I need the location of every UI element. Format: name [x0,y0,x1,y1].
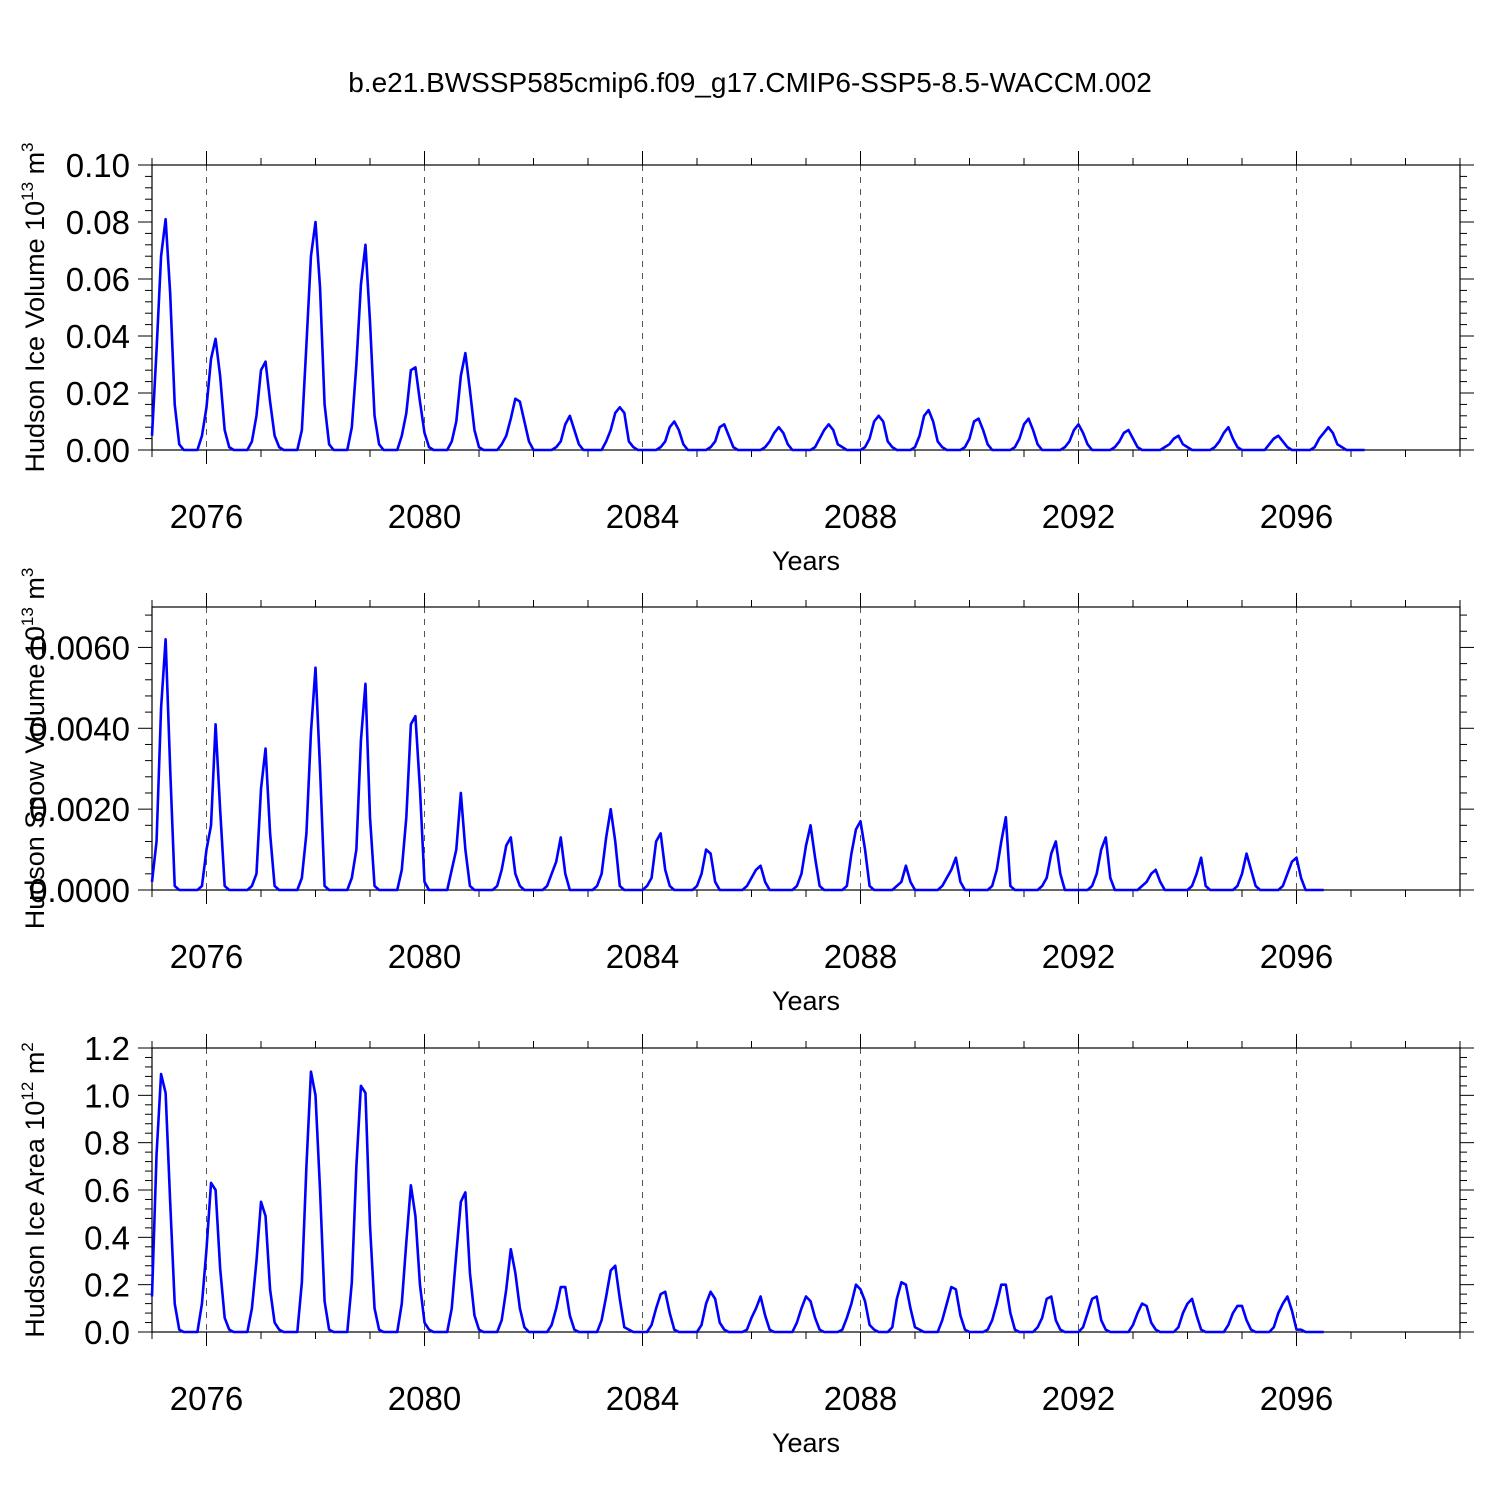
chart-1-y-axis-title-unit-exponent: 3 [18,142,37,151]
chart-3-x-tick-label: 2088 [824,1380,897,1417]
figure-title: b.e21.BWSSP585cmip6.f09_g17.CMIP6-SSP5-8… [348,67,1152,98]
chart-1-y-axis-title: Hudson Ice Volume 1013 m3 [18,142,50,472]
chart-3-y-axis-title-unit: m [20,1052,50,1082]
chart-2-y-axis-title-unit: m [20,577,50,607]
chart-1-x-axis-title: Years [772,546,840,576]
chart-2-x-tick-label: 2088 [824,938,897,975]
chart-1-y-tick-label: 0.00 [66,432,130,469]
chart-2-y-tick-label: 0.0060 [29,629,130,666]
chart-2-y-axis-title: Hudson Snow Volume 1013 m3 [18,568,50,930]
chart-2-x-tick-label: 2076 [170,938,243,975]
chart-2-frame [151,606,1461,891]
chart-1-x-tick-label: 2080 [388,498,461,535]
chart-2-y-axis-title-exponent: 13 [18,607,37,626]
chart-3-y-tick-label: 0.4 [84,1219,130,1256]
chart-3-x-tick-label: 2092 [1042,1380,1115,1417]
chart-3-x-tick-label: 2076 [170,1380,243,1417]
chart-2-y-tick-label: 0.0020 [29,791,130,828]
chart-1-x-tick-label: 2084 [606,498,679,535]
chart-1-series-line [150,217,1365,452]
chart-1-y-axis-title-exponent: 13 [18,182,37,201]
chart-3-y-tick-label: 0.8 [84,1125,130,1162]
chart-3-y-tick-label: 0.2 [84,1267,130,1304]
chart-1-y-tick-label: 0.06 [66,261,130,298]
chart-1-y-axis-title-text: Hudson Ice Volume 10 [20,201,50,473]
chart-2-y-tick-label: 0.0000 [29,872,130,909]
chart-3-y-axis-title-unit-exponent: 2 [18,1042,37,1051]
chart-2-x-tick-label: 2092 [1042,938,1115,975]
chart-1-y-tick-label: 0.02 [66,375,130,412]
chart-1-y-axis-title-unit: m [20,152,50,182]
chart-1-x-tick-label: 2096 [1260,498,1333,535]
chart-1-x-tick-label: 2092 [1042,498,1115,535]
chart-3-y-tick-label: 0.6 [84,1172,130,1209]
chart-2-y-axis-title-text: Hudson Snow Volume 10 [20,626,50,929]
chart-2-x-tick-label: 2084 [606,938,679,975]
chart-2-x-tick-label: 2080 [388,938,461,975]
chart-1-x-tick-label: 2088 [824,498,897,535]
chart-3-y-tick-label: 1.2 [84,1030,130,1067]
chart-1-x-tick-label: 2076 [170,498,243,535]
chart-3-x-tick-label: 2084 [606,1380,679,1417]
chart-2-y-tick-label: 0.0040 [29,710,130,747]
chart-3-y-axis-title-exponent: 12 [18,1082,37,1101]
chart-3-frame [151,1047,1461,1333]
chart-1-y-tick-label: 0.10 [66,147,130,184]
chart-1: 2076 2080 2084 2088 2092 2096 0.00 0.02 0.04 0.06… [18,142,1474,576]
chart-3: 2076 2080 2084 2088 2092 2096 0.0 0.2 0.4 0.6 0.8 1… [18,1030,1474,1458]
chart-3-series-line [150,1070,1324,1334]
chart-2: 2076 2080 2084 2088 2092 2096 0.0000 0.0020 0.00… [18,568,1474,1016]
chart-3-x-tick-label: 2096 [1260,1380,1333,1417]
chart-3-y-axis-title: Hudson Ice Area 1012 m2 [18,1042,50,1338]
chart-2-series-line [150,638,1324,892]
chart-2-x-axis-title: Years [772,986,840,1016]
chart-2-x-tick-label: 2096 [1260,938,1333,975]
chart-2-y-axis-title-unit-exponent: 3 [18,568,37,577]
chart-3-y-axis-title-text: Hudson Ice Area 10 [20,1101,50,1338]
chart-1-y-tick-label: 0.08 [66,204,130,241]
chart-3-y-tick-label: 1.0 [84,1077,130,1114]
chart-3-x-tick-label: 2080 [388,1380,461,1417]
chart-1-y-tick-label: 0.04 [66,318,130,355]
panels: 2076 2080 2084 2088 2092 20960.000.020.040.06… [18,142,1474,1458]
chart-3-y-tick-label: 0.0 [84,1314,130,1351]
chart-3-x-axis-title: Years [772,1428,840,1458]
chart-1-frame [151,164,1461,451]
